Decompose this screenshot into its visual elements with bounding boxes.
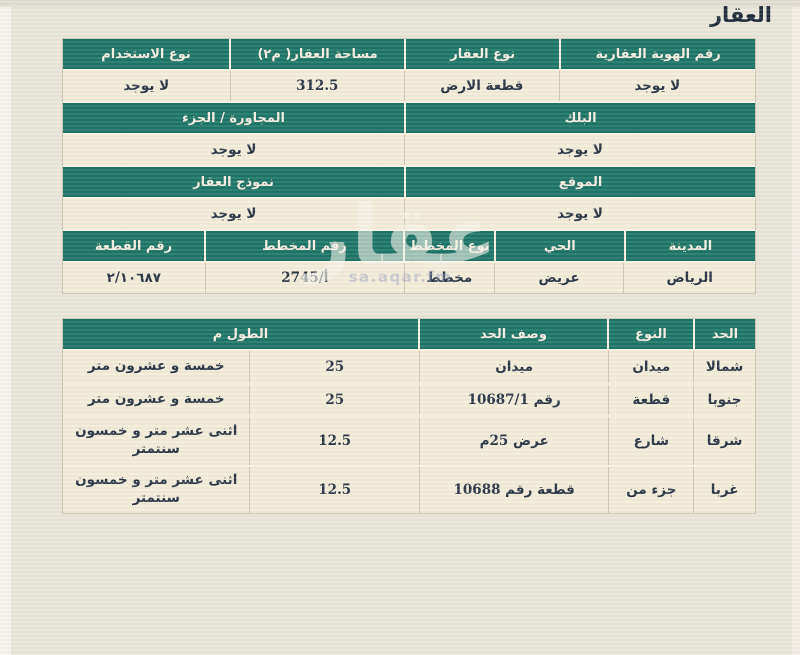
boundary-length-number-cell: 25: [250, 385, 420, 415]
property-header-cell: المدينة: [625, 231, 755, 261]
boundaries-header-row: الحد النوع وصف الحد الطول م: [63, 319, 755, 349]
property-header-row: البلك المجاورة / الجزء: [63, 103, 755, 133]
property-value-cell: لا يوجد: [63, 135, 406, 165]
property-header-cell: رقم القطعة: [63, 231, 204, 261]
boundaries-row: غربا جزء من قطعة رقم 10688 12.5 اثنى عشر متر…: [63, 467, 755, 513]
boundary-direction-cell: جنوبا: [707, 392, 742, 408]
property-value-row: لا يوجد لا يوجد: [63, 199, 755, 229]
property-header-cell: نوع الاستخدام: [63, 39, 230, 69]
property-value-cell: لا يوجد: [63, 71, 231, 101]
boundary-length-text-cell: اثنى عشر متر و خمسون سنتمتر: [63, 417, 251, 465]
property-header-cell: رقم الهوية العقارية: [561, 39, 755, 69]
property-value-row: لا يوجد قطعة الارض 312.5 لا يوجد: [63, 71, 755, 101]
boundaries-row: جنوبا قطعة رقم 10687/1 25 خمسة و عشرون متر: [63, 385, 755, 415]
property-header-row: المدينة الحي نوع المخطط رقم المخطط رقم القطع…: [63, 231, 755, 261]
page-right-margin: [792, 0, 800, 655]
boundary-length-text: اثنى عشر متر و خمسون سنتمتر: [75, 423, 238, 457]
boundaries-row: شمالا ميدان ميدان 25 خمسة و عشرون متر: [63, 351, 755, 383]
boundary-length-number-cell: 25: [250, 351, 420, 383]
boundary-description-cell: ميدان: [420, 351, 610, 383]
boundary-direction-cell: غربا: [710, 482, 739, 498]
property-value-cell: ٢/١٠٦٨٧: [63, 263, 206, 293]
property-header-row: الموقع نموذج العقار: [63, 167, 755, 197]
boundary-direction-cell: شمالا: [705, 359, 744, 375]
property-header-cell: البلك: [406, 103, 755, 133]
boundary-direction-cell: شرقا: [706, 433, 743, 449]
property-value-cell: عريض: [495, 263, 625, 293]
boundaries-header-length: الطول م: [63, 319, 418, 349]
boundary-type-cell: جزء من: [609, 467, 695, 513]
boundary-type-cell: قطعة: [609, 385, 695, 415]
page-title: العقار: [709, 3, 772, 27]
boundary-length-number-cell: 12.5: [250, 417, 420, 465]
property-value-row: الرياض عريض مخطط أ/2745 ٢/١٠٦٨٧: [63, 263, 755, 293]
boundary-type-cell: ميدان: [609, 351, 695, 383]
boundary-type-cell: شارع: [609, 417, 695, 465]
property-table-section-1: رقم الهوية العقارية نوع العقار مساحة العقا…: [63, 39, 755, 101]
property-value-cell: لا يوجد: [634, 78, 681, 94]
property-value-cell: لا يوجد: [63, 199, 406, 229]
boundary-length-text: خمسة و عشرون متر: [87, 391, 225, 408]
property-header-cell: مساحة العقار( م٢): [231, 39, 405, 69]
property-value-cell: مخطط: [405, 263, 495, 293]
boundaries-table: الحد النوع وصف الحد الطول م شمالا ميدان ميدان 2…: [62, 318, 756, 514]
property-table: رقم الهوية العقارية نوع العقار مساحة العقا…: [62, 38, 756, 294]
property-value-cell: 312.5: [231, 71, 406, 101]
property-header-cell: الحي: [495, 231, 624, 261]
boundary-length-text: اثنى عشر متر و خمسون سنتمتر: [75, 472, 238, 506]
property-value-cell: أ/2745: [206, 263, 406, 293]
property-header-cell: نوع العقار: [406, 39, 560, 69]
property-header-cell: الموقع: [406, 167, 755, 197]
property-header-cell: رقم المخطط: [205, 231, 404, 261]
page-top-margin: [0, 0, 800, 7]
page-left-margin: [0, 0, 11, 655]
property-header-cell: نوع المخطط: [405, 231, 494, 261]
boundary-description-cell: عرض 25م: [420, 417, 610, 465]
property-header-cell: نموذج العقار: [63, 167, 405, 197]
boundary-description-cell: رقم 10687/1: [420, 385, 610, 415]
boundaries-row: شرقا شارع عرض 25م 12.5 اثنى عشر متر و خمسون …: [63, 417, 755, 465]
boundaries-header-boundary: الحد: [694, 319, 755, 349]
property-value-row: لا يوجد لا يوجد: [63, 135, 755, 165]
boundary-length-text-cell: خمسة و عشرون متر: [63, 351, 251, 383]
boundaries-header-type: النوع: [609, 319, 693, 349]
boundary-length-text-cell: خمسة و عشرون متر: [63, 385, 251, 415]
property-value-cell: لا يوجد: [557, 142, 603, 158]
boundaries-header-description: وصف الحد: [419, 319, 608, 349]
boundary-description-cell: قطعة رقم 10688: [420, 467, 610, 513]
property-table-section-3: الموقع نموذج العقار لا يوجد لا يوجد: [63, 167, 755, 229]
boundary-length-number-cell: 12.5: [250, 467, 420, 513]
property-header-row: رقم الهوية العقارية نوع العقار مساحة العقا…: [63, 39, 755, 69]
property-value-cell: الرياض: [666, 270, 713, 286]
boundary-length-text-cell: اثنى عشر متر و خمسون سنتمتر: [63, 467, 251, 513]
property-value-cell: قطعة الارض: [405, 71, 560, 101]
property-table-section-2: البلك المجاورة / الجزء لا يوجد لا يوجد: [63, 103, 755, 165]
property-header-cell: المجاورة / الجزء: [63, 103, 405, 133]
boundary-length-text: خمسة و عشرون متر: [87, 358, 225, 375]
property-value-cell: لا يوجد: [557, 206, 603, 222]
property-table-section-4: المدينة الحي نوع المخطط رقم المخطط رقم القطع…: [63, 231, 755, 293]
